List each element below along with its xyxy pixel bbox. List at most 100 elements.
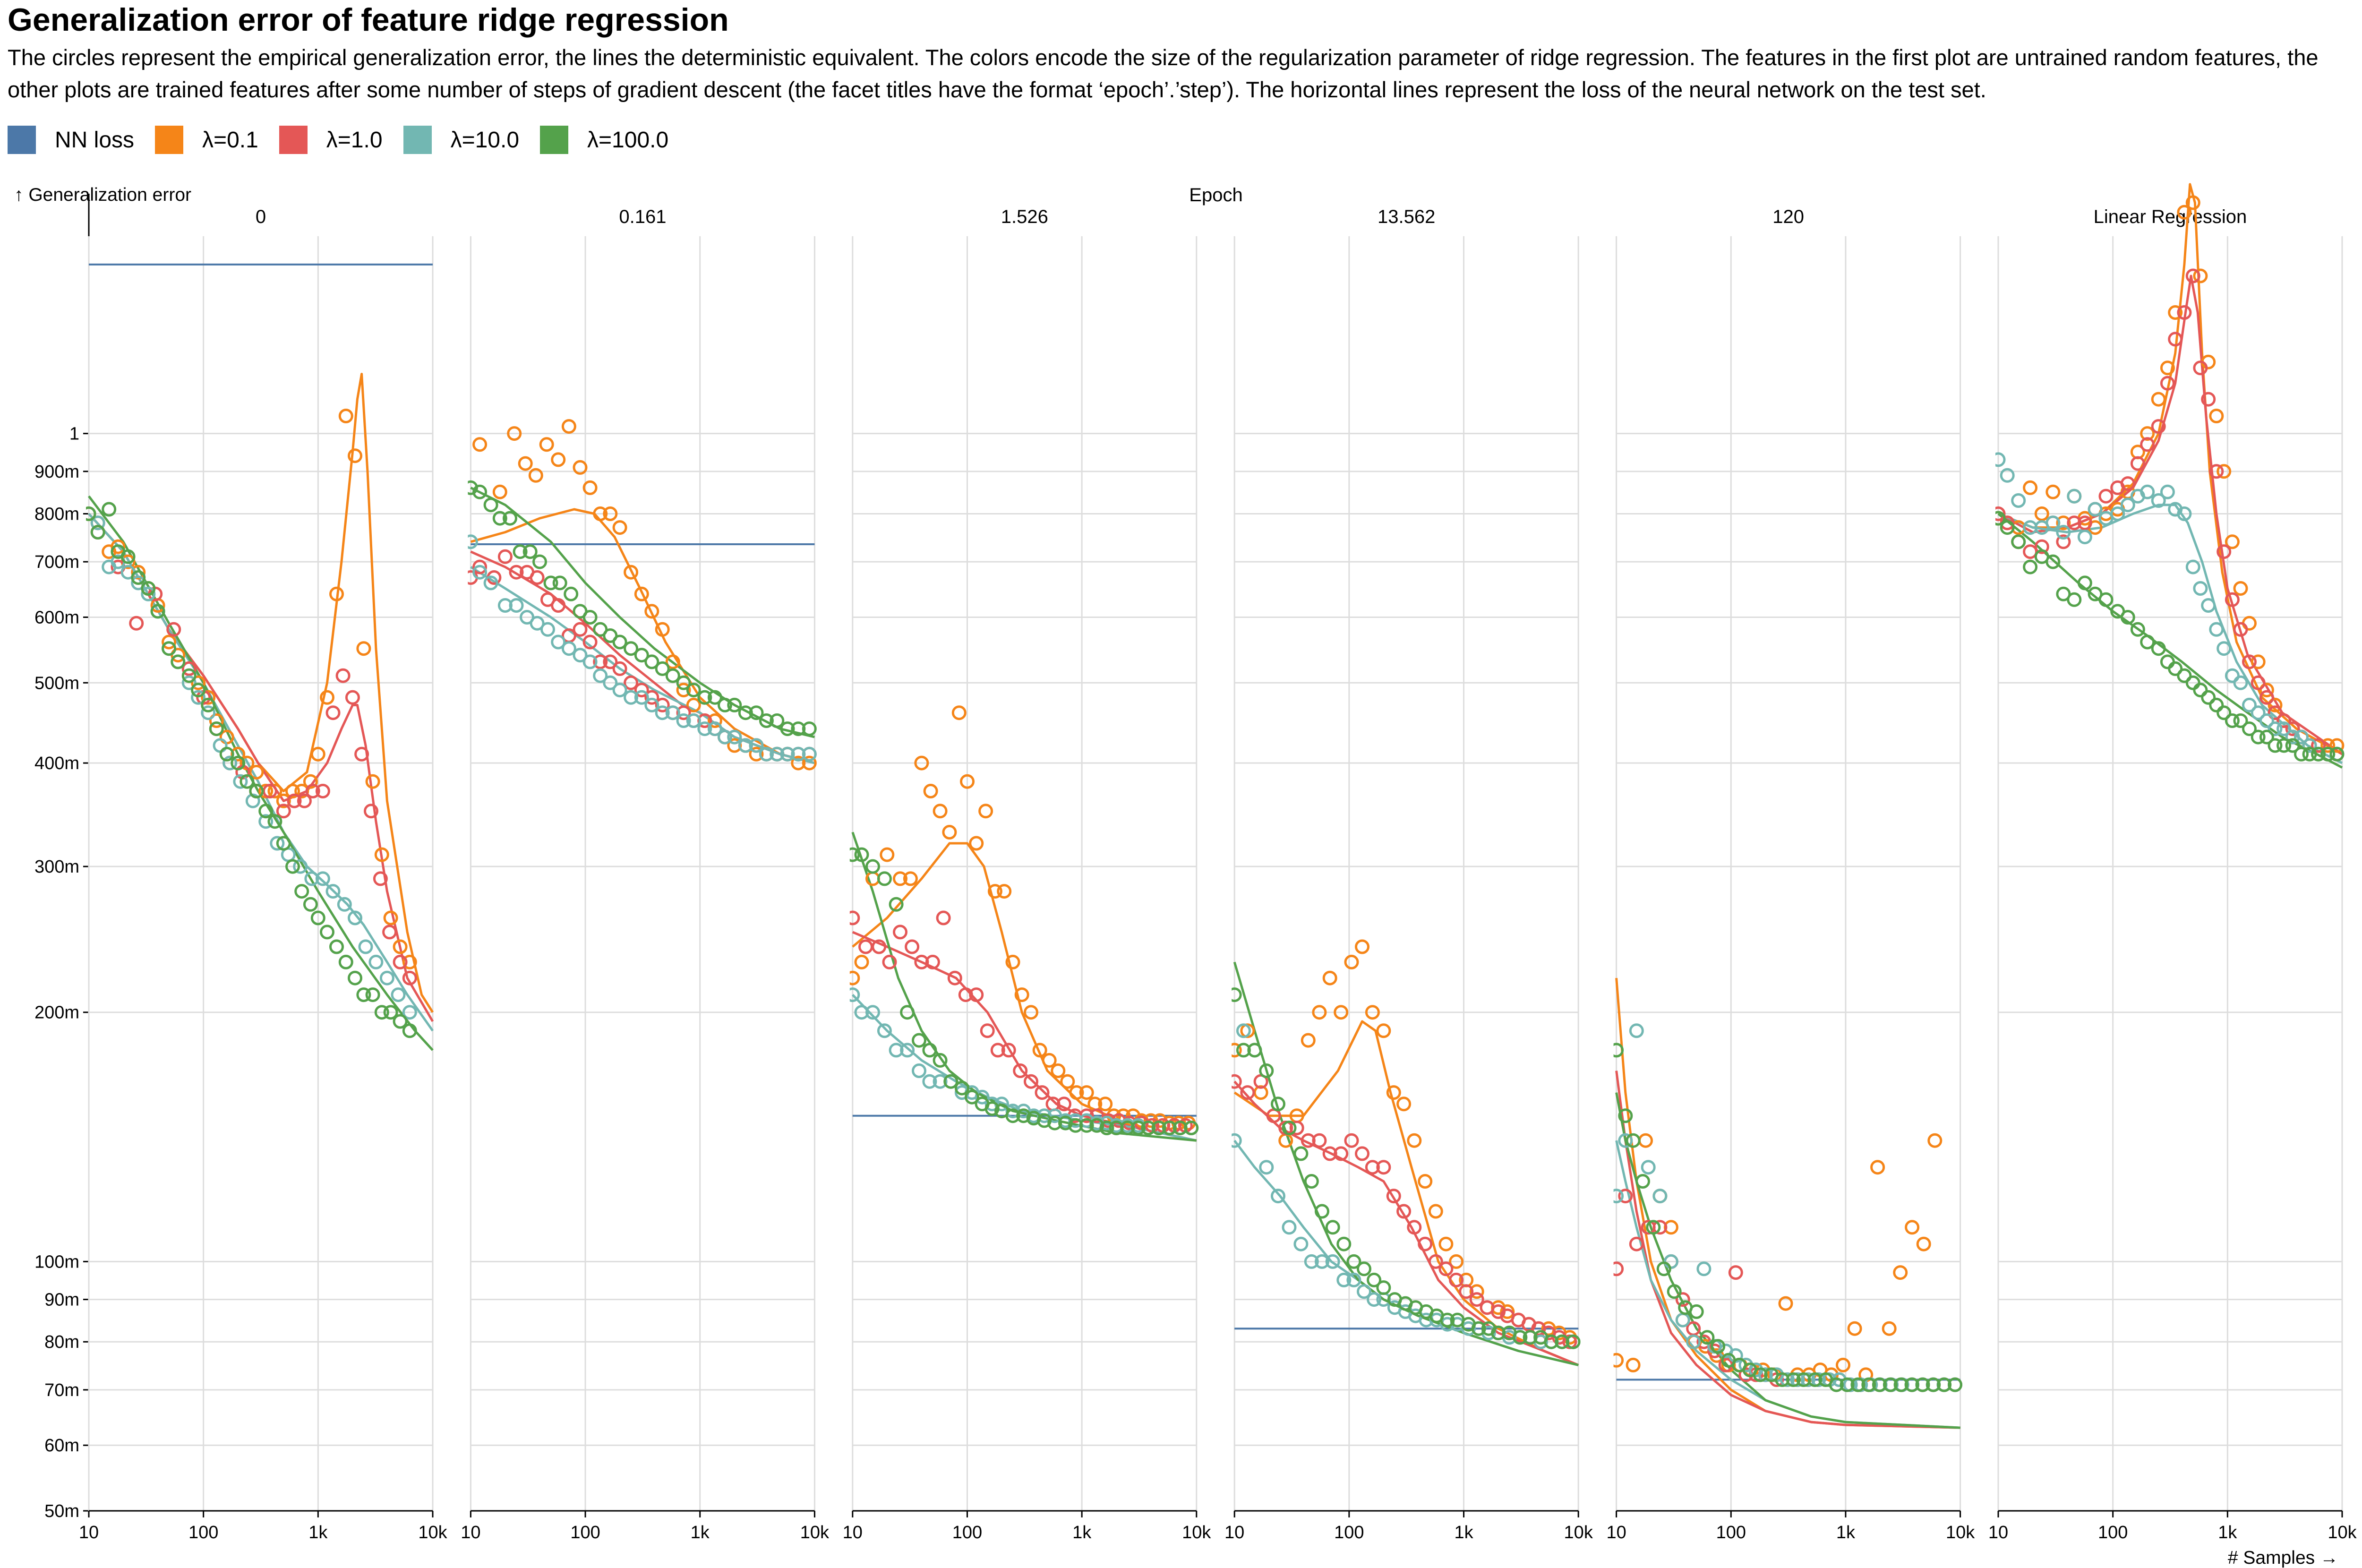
data-point [325, 884, 341, 899]
x-tick-label: 100 [1334, 1523, 1364, 1542]
data-point [2285, 738, 2300, 753]
data-point [573, 648, 588, 663]
data-point [1850, 1377, 1866, 1392]
data-point [2140, 426, 2155, 441]
data-point [2201, 690, 2216, 705]
data-point [1047, 1115, 1062, 1131]
data-point [1469, 1284, 1484, 1299]
data-point [942, 825, 957, 840]
data-point [379, 970, 394, 985]
data-point [2168, 661, 2183, 676]
data-point [2217, 544, 2232, 559]
data-point [947, 970, 962, 985]
data-point [1916, 1236, 1931, 1251]
data-point [936, 910, 951, 925]
legend-label-lambda-100: λ=100.0 [587, 127, 669, 153]
data-point [2201, 598, 2216, 613]
data-point [276, 836, 291, 851]
data-point [2276, 713, 2292, 728]
data-point [2217, 705, 2232, 720]
data-point [2067, 592, 2082, 607]
data-point [1079, 1085, 1094, 1100]
data-point [2023, 559, 2038, 574]
data-point [1882, 1321, 1897, 1336]
data-point [2177, 506, 2192, 521]
data-point [1013, 1063, 1028, 1078]
data-point [770, 746, 785, 762]
data-point [2077, 515, 2092, 531]
data-point [624, 565, 639, 580]
data-point [707, 690, 722, 705]
data-point [2160, 654, 2175, 669]
data-point [984, 1097, 1000, 1112]
data-point [1500, 1304, 1515, 1319]
data-point [686, 683, 701, 698]
data-point [980, 1023, 995, 1038]
data-point [90, 525, 105, 540]
data-point [2251, 654, 2266, 669]
data-point [2268, 721, 2283, 737]
data-point [1042, 1053, 1057, 1068]
series-line-l1 [88, 513, 434, 1022]
data-point [285, 784, 300, 798]
data-point [603, 675, 618, 690]
data-point [1635, 1174, 1650, 1189]
data-point [718, 729, 732, 745]
x-tick-label: 10k [1564, 1523, 1593, 1542]
data-point [240, 774, 255, 789]
data-point [2294, 746, 2309, 762]
data-point [2023, 480, 2038, 495]
data-point [969, 987, 984, 1002]
data-point [780, 721, 795, 737]
y-tick-label: 90m [44, 1290, 79, 1310]
data-point [1449, 1272, 1464, 1287]
data-point [530, 616, 545, 631]
data-point [707, 721, 722, 737]
data-point [2034, 506, 2049, 521]
data-point [990, 1043, 1005, 1058]
data-point [267, 784, 282, 798]
data-point [522, 544, 538, 559]
data-point [1629, 1236, 1644, 1251]
data-point [551, 598, 566, 613]
series-points-l100 [849, 847, 1199, 1135]
data-point [305, 784, 320, 798]
data-point [665, 705, 680, 720]
data-point [1790, 1372, 1805, 1387]
data-point [1904, 1377, 1919, 1392]
data-point [2233, 713, 2248, 728]
data-point [603, 654, 618, 669]
data-point [1905, 1220, 1920, 1235]
data-point [1376, 1160, 1391, 1175]
data-point [1259, 1063, 1274, 1078]
data-point [1995, 511, 2006, 526]
data-point [2000, 520, 2015, 535]
data-point [849, 847, 860, 862]
data-point [2045, 554, 2061, 569]
chart-header: Generalization error of feature ridge re… [8, 0, 2362, 106]
data-point [1355, 939, 1369, 954]
data-point [320, 690, 334, 705]
data-point [1315, 1204, 1329, 1219]
data-point [2242, 721, 2257, 737]
data-point [503, 511, 517, 526]
data-point [1035, 1085, 1050, 1100]
data-point [655, 705, 670, 720]
data-point [1232, 1043, 1242, 1058]
x-axis-label: # Samples → [2228, 1548, 2338, 1568]
data-point [294, 884, 309, 899]
data-point [2302, 738, 2317, 753]
facet-panel: Linear Regression 10 100 1k 10k [1988, 183, 2357, 1542]
data-point [2120, 497, 2135, 513]
data-point [509, 565, 524, 580]
data-point [2011, 493, 2026, 508]
facets: 1 900m 800m 700m 600m 500m 400m 300m 200m 100m 90m… [34, 183, 2357, 1542]
data-point [912, 1033, 926, 1048]
series-points-l100 [1232, 987, 1581, 1349]
data-point [880, 847, 895, 862]
data-point [532, 554, 547, 569]
data-point [358, 939, 373, 954]
x-tick-label: 10k [1946, 1523, 1975, 1542]
data-point [1728, 1348, 1743, 1363]
data-point [310, 910, 325, 925]
